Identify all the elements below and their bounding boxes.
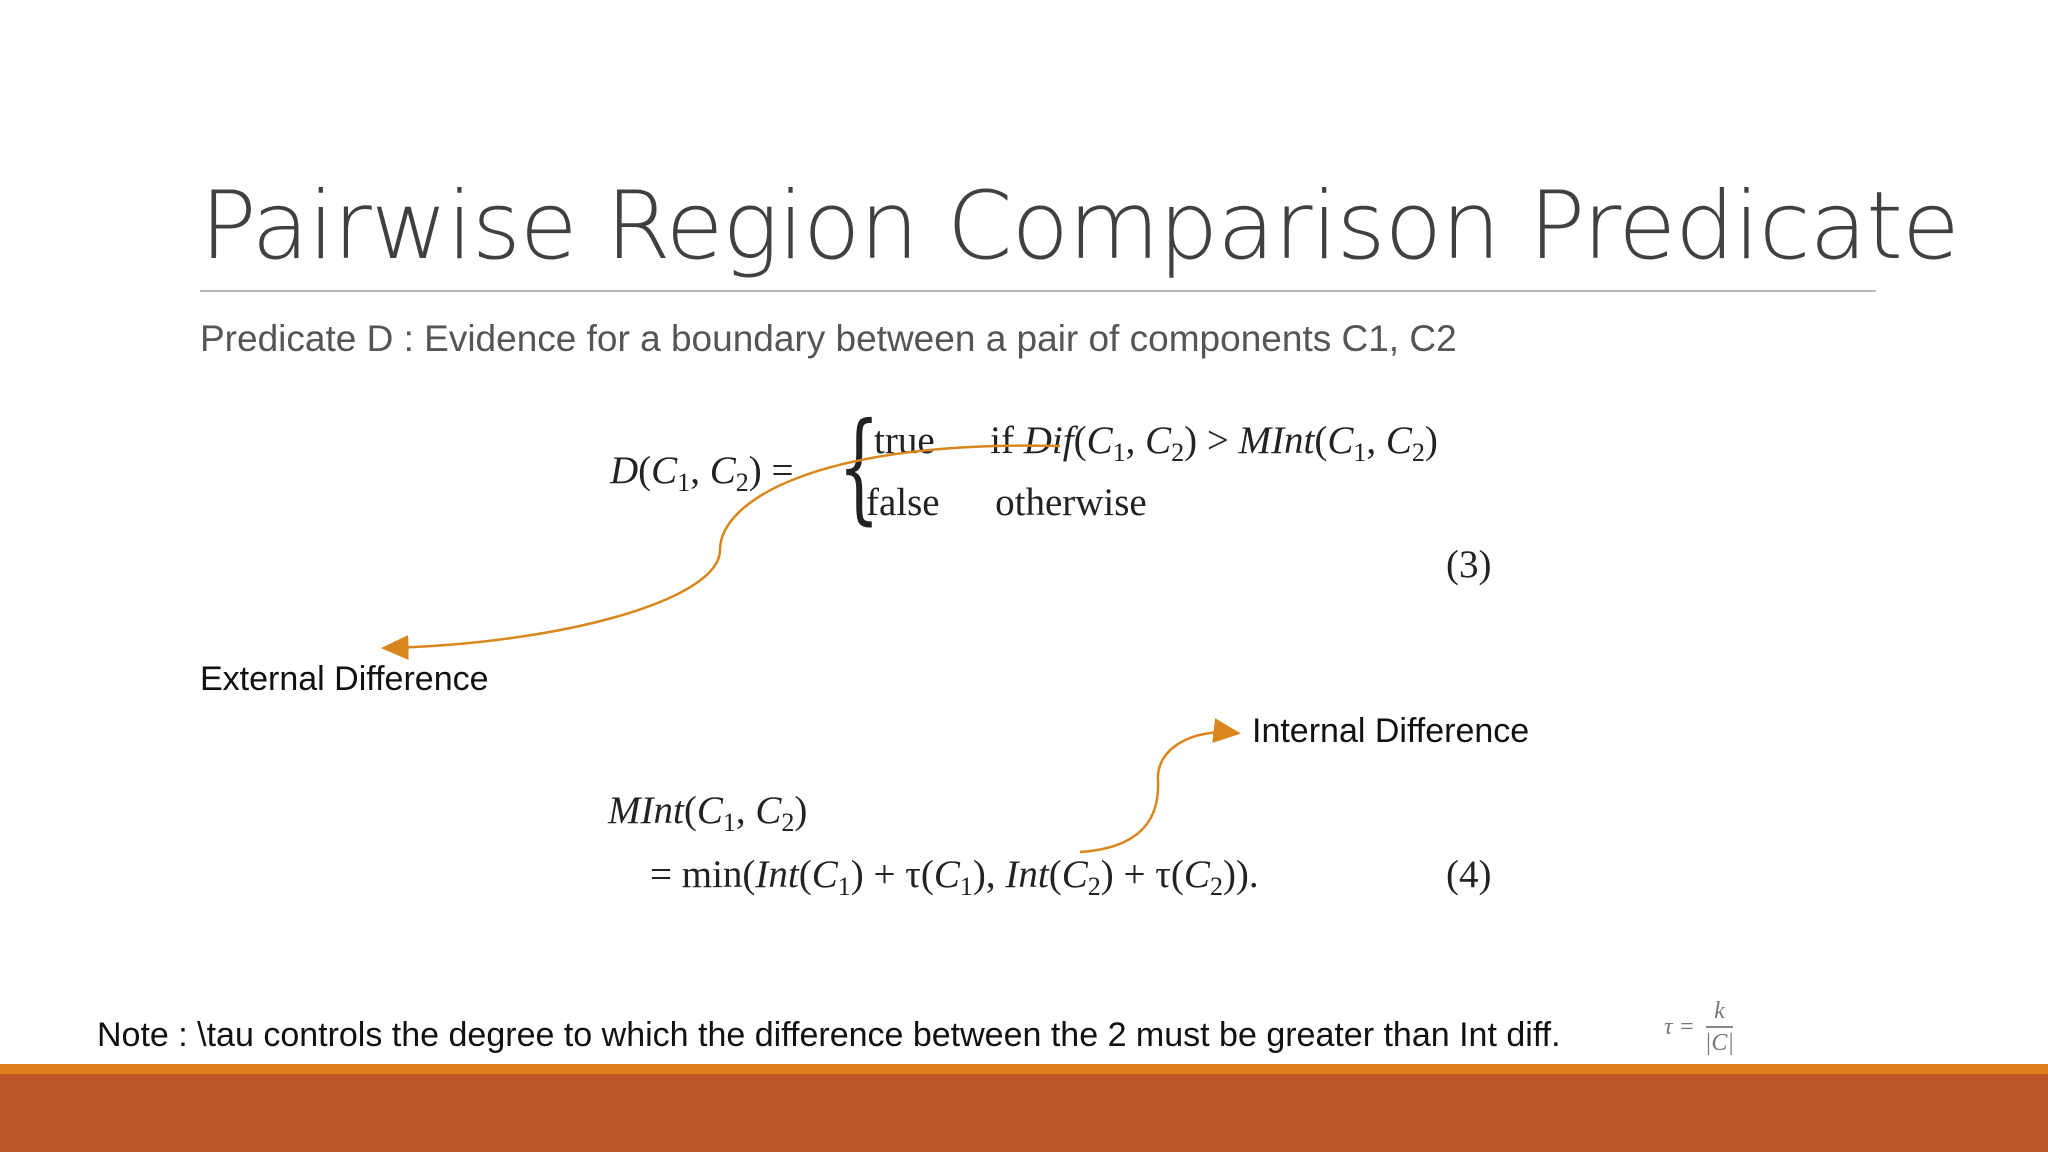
equation-3-number: (3) (1446, 543, 1492, 586)
eq4-tau2-sub: 2 (1209, 872, 1223, 901)
tau-numerator: k (1706, 996, 1733, 1028)
eq4-close-comma: ), (972, 853, 1006, 896)
eq3-mint-sub1: 1 (1353, 438, 1367, 467)
eq3-mint-sub2: 2 (1411, 438, 1425, 467)
tau-fraction: k |C| (1705, 996, 1734, 1058)
eq3-dif-C2: C (1145, 419, 1172, 462)
eq3-case1-if: if (990, 419, 1024, 462)
eq3-mint-C1: C (1327, 419, 1354, 462)
eq3-comma: , (690, 449, 710, 492)
eq4-int1-sub: 1 (837, 872, 851, 901)
eq4-int1-open: ( (798, 853, 812, 896)
slide-title: Pairwise Region Comparison Predicate (200, 172, 1960, 281)
eq4-comma: , (735, 789, 756, 832)
eq3-dif-C1: C (1086, 419, 1113, 462)
eq3-sub1: 1 (677, 468, 691, 497)
eq3-paren-close-eq: ) = (748, 449, 794, 492)
eq3-C2: C (709, 449, 736, 492)
internal-difference-label: Internal Difference (1252, 712, 1530, 750)
tau-note: Note : \tau controls the degree to which… (97, 1016, 1561, 1054)
tau-denominator: |C| (1704, 1030, 1734, 1056)
external-difference-label: External Difference (200, 660, 489, 698)
eq3-paren-open: ( (638, 449, 652, 492)
eq4-open: ( (683, 789, 697, 832)
eq4-C2: C (755, 789, 782, 832)
external-difference-arrow (381, 444, 1061, 660)
eq4-tau1-sub: 1 (959, 872, 973, 901)
eq4-int2: Int (1005, 853, 1049, 896)
equation-3-lhs: D(C1, C2) = (610, 448, 794, 496)
eq3-mint-open: ( (1314, 419, 1328, 462)
eq3-D: D (610, 449, 639, 492)
eq4-int1-C: C (811, 853, 838, 896)
equation-4-number: (4) (1446, 853, 1492, 896)
eq3-mint: MInt (1238, 419, 1315, 462)
eq4-int1: Int (755, 853, 799, 896)
eq3-sub2: 2 (735, 468, 749, 497)
eq4-sub2: 2 (781, 808, 795, 837)
eq4-mint: MInt (608, 789, 684, 832)
footer-bar (0, 1074, 2048, 1152)
eq3-mint-close: ) (1424, 419, 1438, 462)
eq4-eq-min: = min( (650, 853, 756, 896)
eq4-tau1-C: C (933, 853, 960, 896)
eq3-dif: Dif (1023, 419, 1074, 462)
slide-subtitle: Predicate D : Evidence for a boundary be… (200, 318, 1457, 359)
eq3-mint-comma: , (1366, 419, 1386, 462)
tau-formula: τ = k |C| (1664, 996, 1734, 1058)
equation-3-case-1: true if Dif(C1, C2) > MInt(C1, C2) (874, 418, 1438, 466)
eq3-dif-close-gt: ) > (1184, 419, 1239, 462)
eq4-C1: C (696, 789, 723, 832)
eq4-plus-tau2: ) + τ( (1100, 853, 1184, 896)
internal-difference-arrow (1079, 718, 1241, 854)
eq3-case2-condition: otherwise (995, 481, 1147, 524)
eq4-tau2-C: C (1183, 853, 1210, 896)
eq3-case2-value: false (866, 481, 940, 524)
eq4-plus-tau1: ) + τ( (850, 853, 934, 896)
eq4-close: ) (794, 789, 808, 832)
eq3-C1: C (651, 449, 678, 492)
eq4-tail: )). (1222, 853, 1259, 896)
footer-accent-line (0, 1064, 2048, 1074)
eq4-sub1: 1 (722, 808, 736, 837)
eq4-int2-C: C (1061, 853, 1088, 896)
eq3-dif-sub1: 1 (1112, 438, 1126, 467)
title-divider (200, 290, 1876, 292)
eq4-int2-sub: 2 (1087, 872, 1101, 901)
eq3-dif-comma: , (1125, 419, 1146, 462)
tau-formula-lhs: τ = (1664, 1013, 1695, 1040)
eq4-int2-open: ( (1048, 853, 1062, 896)
eq3-brace: { (838, 398, 880, 537)
equation-4-line-2: = min(Int(C1) + τ(C1), Int(C2) + τ(C2)). (650, 852, 1259, 900)
eq3-dif-open: ( (1073, 419, 1087, 462)
eq3-dif-sub2: 2 (1171, 438, 1185, 467)
equation-3-case-2: false otherwise (866, 480, 1147, 525)
eq3-mint-C2: C (1385, 419, 1412, 462)
equation-4-line-1: MInt(C1, C2) (608, 788, 808, 836)
